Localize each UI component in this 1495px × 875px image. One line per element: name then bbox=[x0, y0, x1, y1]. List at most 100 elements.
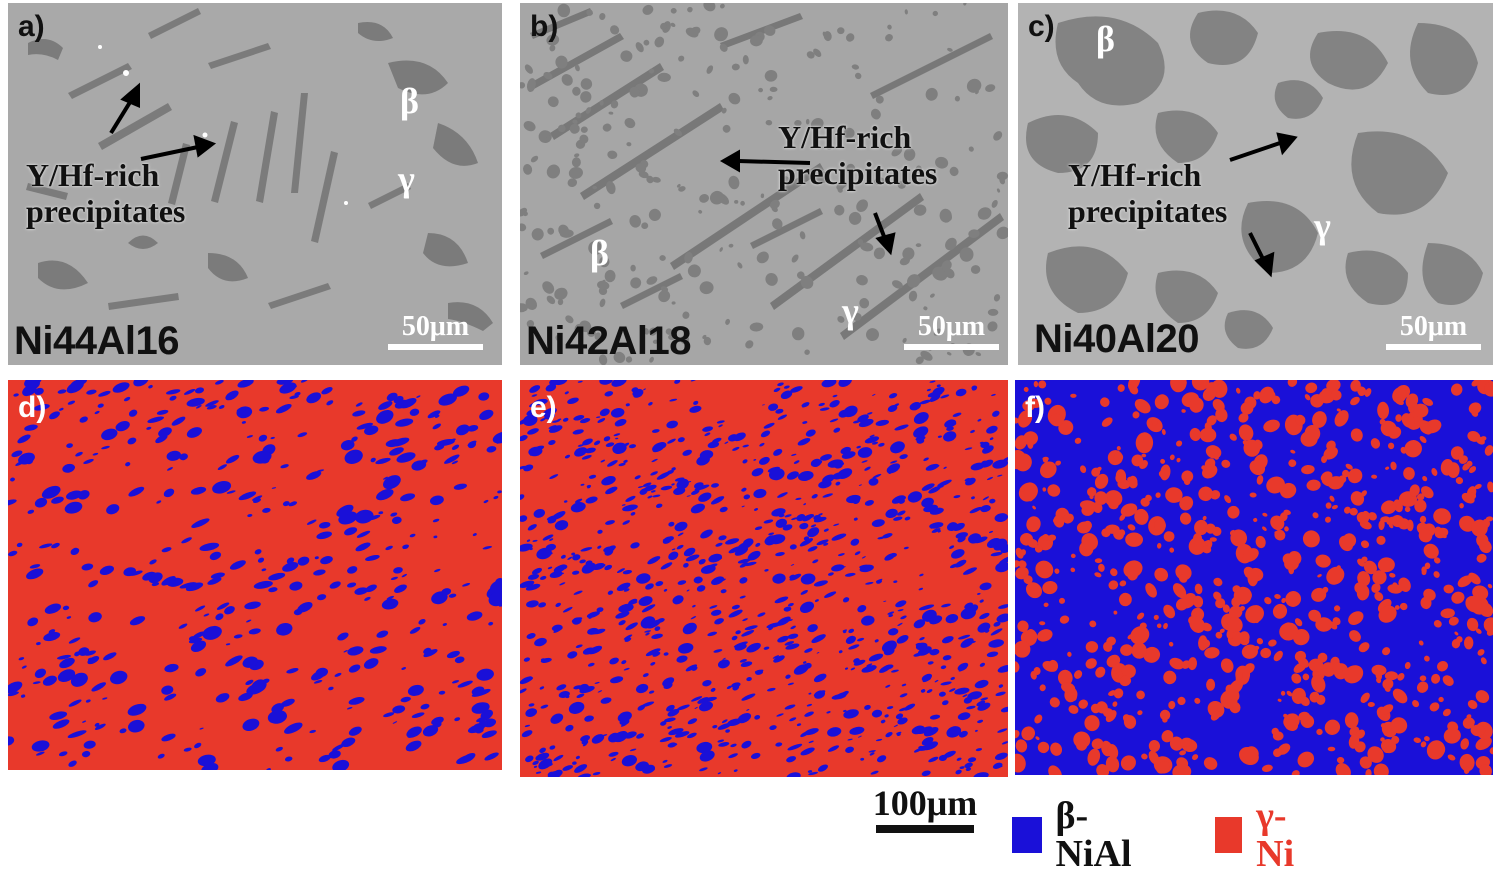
texture-blob bbox=[1239, 605, 1246, 612]
texture-blob bbox=[1350, 396, 1360, 406]
texture-blob bbox=[1298, 711, 1311, 722]
texture-blob bbox=[241, 421, 246, 424]
texture-blob bbox=[600, 697, 612, 704]
texture-blob bbox=[1458, 453, 1463, 457]
phase-map-e bbox=[520, 380, 1008, 777]
texture-blob bbox=[842, 566, 846, 568]
texture-blob bbox=[306, 471, 322, 480]
texture-blob bbox=[585, 496, 598, 504]
texture-blob bbox=[952, 412, 962, 417]
texture-blob bbox=[756, 251, 769, 264]
texture-blob bbox=[944, 268, 955, 279]
texture-blob bbox=[1297, 751, 1315, 768]
texture-blob bbox=[1206, 415, 1217, 426]
texture-blob bbox=[433, 535, 438, 539]
texture-blob bbox=[999, 555, 1008, 565]
texture-blob bbox=[753, 488, 767, 499]
texture-blob bbox=[1264, 596, 1272, 605]
texture-blob bbox=[811, 494, 818, 499]
texture-blob bbox=[643, 39, 650, 46]
texture-blob bbox=[1168, 641, 1174, 647]
texture-blob bbox=[119, 728, 127, 734]
texture-blob bbox=[789, 573, 802, 581]
texture-blob bbox=[520, 82, 526, 89]
texture-blob bbox=[1042, 457, 1049, 463]
texture-blob bbox=[775, 552, 785, 557]
texture-blob bbox=[629, 214, 641, 228]
texture-blob bbox=[687, 264, 701, 278]
texture-blob bbox=[776, 616, 791, 626]
texture-blob bbox=[1161, 730, 1174, 743]
texture-blob bbox=[775, 742, 783, 747]
texture-blob bbox=[1373, 763, 1389, 775]
legend-scale-text: 100μm bbox=[872, 783, 978, 823]
texture-blob bbox=[789, 544, 797, 550]
scale-bar-c: 50μm bbox=[1386, 313, 1481, 350]
texture-blob bbox=[607, 590, 614, 595]
texture-blob bbox=[582, 438, 593, 446]
texture-blob bbox=[962, 694, 968, 698]
texture-blob bbox=[805, 429, 816, 437]
texture-blob bbox=[336, 504, 354, 517]
texture-blob bbox=[1188, 537, 1206, 555]
texture-blob bbox=[405, 740, 422, 752]
texture-blob bbox=[652, 339, 659, 344]
texture-blob bbox=[777, 635, 789, 643]
texture-blob bbox=[802, 421, 808, 424]
texture-blob bbox=[1284, 526, 1289, 532]
texture-blob bbox=[183, 747, 192, 752]
texture-blob bbox=[356, 530, 371, 538]
texture-blob bbox=[686, 495, 691, 497]
texture-blob bbox=[893, 724, 898, 728]
texture-blob bbox=[1468, 402, 1482, 414]
texture-blob bbox=[1227, 616, 1243, 633]
texture-blob bbox=[1156, 623, 1162, 629]
texture-blob bbox=[846, 163, 856, 174]
texture-blob bbox=[1419, 515, 1427, 524]
texture-blob bbox=[963, 567, 977, 575]
texture-blob bbox=[520, 435, 528, 442]
texture-blob bbox=[191, 518, 210, 528]
texture-blob bbox=[789, 574, 795, 579]
texture-blob bbox=[542, 534, 554, 541]
annotation-b-line1: Y/Hf-rich bbox=[778, 119, 912, 155]
texture-blob bbox=[236, 407, 246, 413]
texture-blob bbox=[686, 589, 690, 592]
texture-blob bbox=[569, 123, 580, 134]
texture-blob bbox=[929, 615, 943, 625]
texture-blob bbox=[1091, 738, 1104, 750]
texture-blob bbox=[979, 612, 990, 620]
texture-blob bbox=[1312, 411, 1327, 428]
texture-blob bbox=[1039, 621, 1046, 626]
texture-blob bbox=[1288, 565, 1295, 575]
texture-blob bbox=[615, 437, 619, 440]
phase-map-panel-e: e) bbox=[520, 380, 1008, 777]
texture-blob bbox=[1450, 383, 1463, 396]
texture-blob bbox=[915, 356, 924, 365]
texture-blob bbox=[1304, 394, 1311, 401]
texture-blob bbox=[1326, 566, 1345, 585]
texture-blob bbox=[284, 722, 303, 734]
texture-blob bbox=[1465, 595, 1482, 613]
texture-blob bbox=[739, 577, 748, 584]
texture-blob bbox=[571, 617, 583, 623]
texture-blob bbox=[1460, 738, 1470, 750]
texture-blob bbox=[827, 459, 844, 468]
annotation-c: Y/Hf-rich precipitates bbox=[1068, 157, 1227, 230]
texture-blob bbox=[831, 564, 845, 572]
texture-blob bbox=[1256, 475, 1264, 485]
texture-blob bbox=[668, 728, 684, 736]
texture-blob bbox=[1424, 736, 1430, 742]
texture-blob bbox=[955, 769, 962, 775]
texture-blob bbox=[185, 582, 204, 592]
texture-blob bbox=[746, 709, 750, 711]
texture-blob bbox=[909, 401, 921, 411]
texture-blob bbox=[643, 328, 649, 335]
texture-blob bbox=[1422, 397, 1434, 406]
texture-blob bbox=[712, 725, 718, 729]
texture-blob bbox=[678, 55, 685, 62]
texture-blob bbox=[572, 429, 584, 435]
texture-blob bbox=[568, 701, 585, 714]
texture-blob bbox=[807, 513, 815, 519]
texture-blob bbox=[732, 446, 740, 451]
